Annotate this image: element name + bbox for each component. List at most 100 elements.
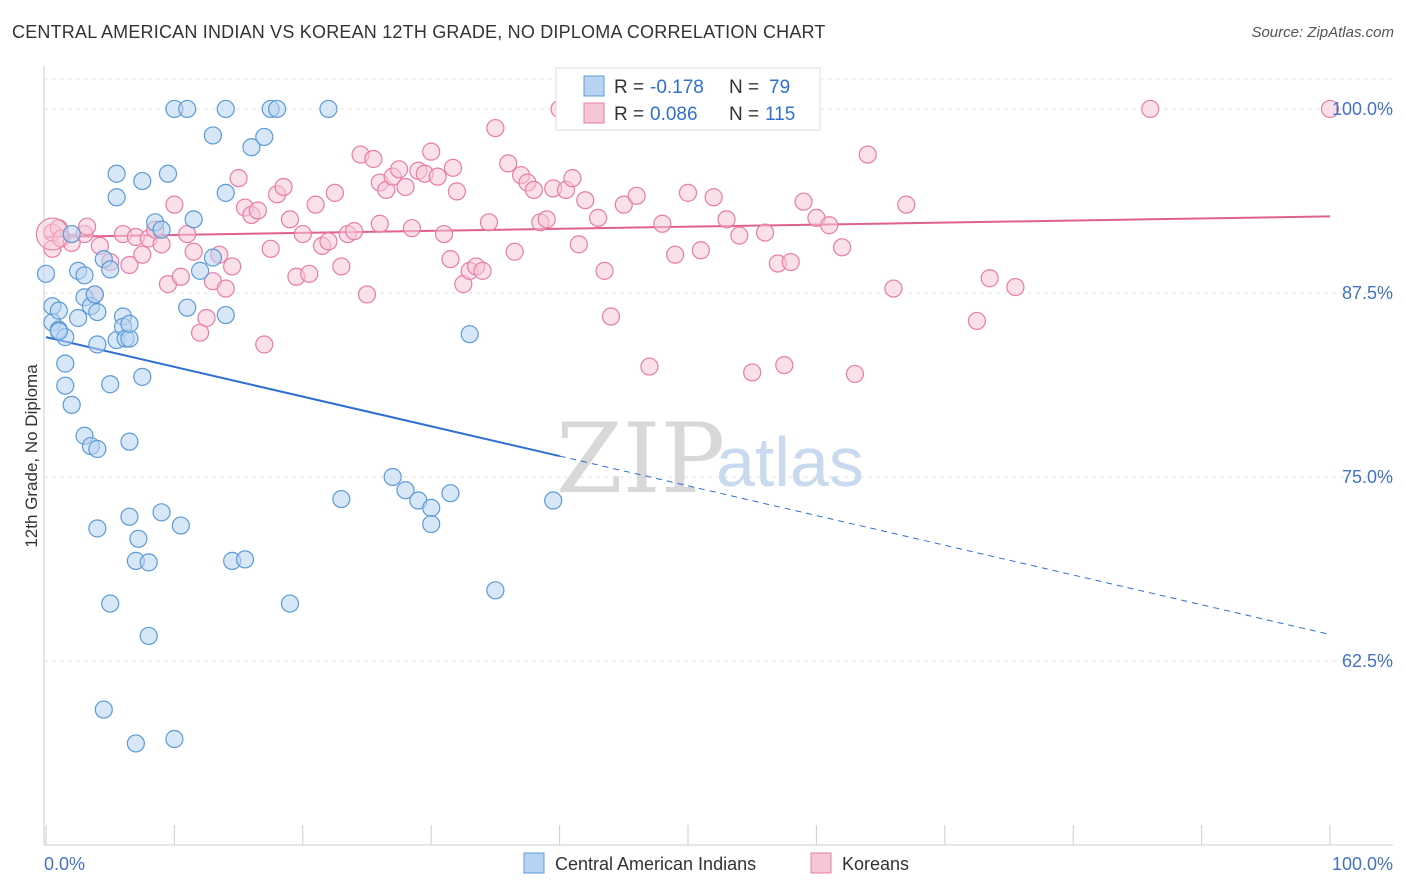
central-american-indians-point-43 bbox=[158, 164, 178, 183]
y-tick-labels: 62.5% 75.0% 87.5% 100.0% bbox=[1332, 99, 1393, 671]
bottom-legend-label-blue: Central American Indians bbox=[555, 854, 756, 874]
koreans-point-99 bbox=[820, 216, 839, 235]
legend-r-value-pink: 0.086 bbox=[650, 104, 698, 125]
koreans-point-59 bbox=[428, 167, 447, 186]
bottom-legend-swatch-pink bbox=[810, 852, 832, 874]
koreans-point-88 bbox=[691, 241, 710, 260]
koreans-point-84 bbox=[640, 357, 659, 376]
y-tick-label-0: 62.5% bbox=[1342, 651, 1393, 671]
koreans-point-6 bbox=[77, 217, 97, 236]
central-american-indians-point-10 bbox=[68, 308, 88, 328]
central-american-indians-point-23 bbox=[101, 594, 120, 613]
koreans-point-53 bbox=[390, 160, 409, 179]
central-american-indians-point-61 bbox=[268, 99, 287, 119]
y-tick-label-2: 87.5% bbox=[1342, 283, 1393, 303]
koreans-point-13 bbox=[133, 245, 152, 264]
bottom-legend-swatch-blue bbox=[523, 852, 545, 874]
central-american-indians-point-16 bbox=[88, 302, 107, 322]
koreans-point-69 bbox=[499, 154, 518, 173]
central-american-indians-point-63 bbox=[319, 99, 338, 119]
koreans-point-112 bbox=[595, 261, 614, 280]
central-american-indians-point-59 bbox=[255, 127, 274, 147]
koreans-point-18 bbox=[165, 195, 184, 214]
koreans-point-27 bbox=[223, 257, 242, 276]
central-american-indians-point-75 bbox=[62, 224, 81, 244]
legend-r-label-blue: R = bbox=[614, 77, 644, 98]
series-central-american-indians-points bbox=[36, 99, 563, 753]
koreans-point-68 bbox=[486, 118, 505, 138]
central-american-indians-point-73 bbox=[544, 491, 563, 510]
y-axis-label: 12th Grade, No Diploma bbox=[22, 364, 41, 548]
x-tick-label-max: 100.0% bbox=[1332, 854, 1393, 874]
koreans-point-89 bbox=[704, 188, 723, 207]
koreans-point-100 bbox=[832, 238, 852, 257]
central-american-indians-point-62 bbox=[280, 594, 300, 613]
koreans-point-33 bbox=[261, 239, 280, 258]
koreans-point-82 bbox=[614, 195, 633, 214]
koreans-point-95 bbox=[775, 355, 794, 375]
koreans-point-107 bbox=[858, 145, 877, 164]
central-american-indians-point-71 bbox=[460, 325, 479, 344]
koreans-point-48 bbox=[357, 285, 377, 304]
legend-n-value-blue: 79 bbox=[769, 77, 790, 98]
central-american-indians-point-54 bbox=[216, 305, 235, 325]
trend-line-pink bbox=[45, 215, 1331, 239]
watermark-atlas: atlas bbox=[716, 423, 864, 501]
central-american-indians-point-72 bbox=[486, 581, 505, 600]
central-american-indians-point-51 bbox=[203, 248, 223, 267]
central-american-indians-point-47 bbox=[178, 99, 197, 119]
koreans-point-108 bbox=[1141, 99, 1160, 119]
trend-line-blue-dashed bbox=[559, 455, 1331, 635]
series-legend: Central American Indians Koreans bbox=[523, 852, 909, 874]
central-american-indians-point-22 bbox=[101, 375, 120, 394]
koreans-point-104 bbox=[967, 311, 987, 331]
central-american-indians-point-17 bbox=[88, 335, 107, 354]
koreans-point-49 bbox=[364, 149, 383, 169]
central-american-indians-point-45 bbox=[165, 729, 184, 749]
central-american-indians-point-69 bbox=[422, 514, 441, 534]
koreans-point-21 bbox=[184, 242, 203, 261]
stats-legend: R = -0.178 N = 79 R = 0.086 N = 115 bbox=[555, 67, 821, 131]
koreans-point-55 bbox=[402, 219, 422, 238]
koreans-point-111 bbox=[505, 242, 524, 261]
central-american-indians-point-40 bbox=[139, 553, 158, 572]
koreans-point-62 bbox=[447, 182, 466, 201]
koreans-point-39 bbox=[300, 264, 319, 283]
koreans-point-40 bbox=[306, 195, 325, 214]
central-american-indians-point-49 bbox=[184, 210, 203, 229]
koreans-point-60 bbox=[434, 224, 454, 244]
koreans-point-32 bbox=[255, 335, 274, 354]
x-tick-label-min: 0.0% bbox=[44, 854, 85, 874]
central-american-indians-point-58 bbox=[242, 138, 261, 157]
central-american-indians-point-42 bbox=[152, 503, 171, 522]
source-label: Source: ZipAtlas.com bbox=[1251, 24, 1394, 41]
central-american-indians-point-39 bbox=[139, 626, 158, 646]
central-american-indians-point-6 bbox=[56, 354, 75, 373]
central-american-indians-point-77 bbox=[49, 322, 68, 341]
koreans-point-66 bbox=[473, 261, 492, 280]
central-american-indians-point-65 bbox=[383, 467, 402, 487]
koreans-point-80 bbox=[589, 208, 608, 227]
central-american-indians-point-31 bbox=[120, 507, 139, 526]
koreans-point-109 bbox=[1320, 99, 1340, 119]
koreans-point-44 bbox=[332, 257, 351, 276]
watermark-zip: ZIP bbox=[556, 403, 725, 515]
koreans-point-23 bbox=[197, 308, 216, 328]
axes bbox=[43, 66, 1393, 846]
grid bbox=[44, 78, 1393, 662]
central-american-indians-point-52 bbox=[203, 126, 223, 145]
central-american-indians-point-34 bbox=[120, 314, 139, 333]
legend-r-value-blue: -0.178 bbox=[650, 77, 704, 98]
koreans-point-97 bbox=[794, 192, 813, 211]
central-american-indians-point-27 bbox=[107, 164, 126, 183]
series-koreans-points bbox=[35, 99, 1340, 384]
central-american-indians-point-64 bbox=[332, 489, 351, 509]
central-american-indians-point-66 bbox=[396, 481, 415, 500]
trend-line-blue-solid bbox=[45, 336, 560, 458]
koreans-point-67 bbox=[479, 213, 499, 232]
koreans-point-90 bbox=[717, 210, 736, 229]
central-american-indians-point-3 bbox=[49, 301, 68, 320]
koreans-point-42 bbox=[319, 232, 338, 251]
chart-title: CENTRAL AMERICAN INDIAN VS KOREAN 12TH G… bbox=[12, 22, 826, 42]
